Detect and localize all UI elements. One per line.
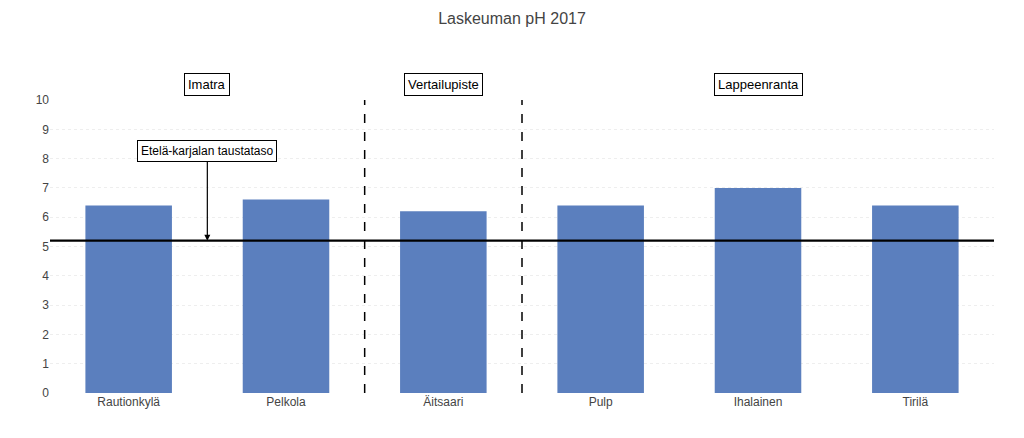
svg-text:Laskeuman pH 2017: Laskeuman pH 2017	[438, 10, 586, 27]
svg-text:Pulp: Pulp	[589, 395, 613, 409]
svg-text:Pelkola: Pelkola	[266, 395, 306, 409]
svg-text:Imatra: Imatra	[188, 77, 226, 92]
svg-text:1: 1	[42, 357, 49, 371]
svg-text:Rautionkylä: Rautionkylä	[97, 395, 160, 409]
svg-text:0: 0	[42, 386, 49, 400]
svg-text:Äitsaari: Äitsaari	[423, 395, 463, 409]
svg-text:2: 2	[42, 328, 49, 342]
svg-text:Ihalainen: Ihalainen	[734, 395, 783, 409]
svg-text:Lappeenranta: Lappeenranta	[718, 77, 799, 92]
svg-text:5: 5	[42, 240, 49, 254]
svg-text:8: 8	[42, 152, 49, 166]
svg-text:Etelä-karjalan taustataso: Etelä-karjalan taustataso	[141, 144, 273, 158]
svg-text:Tirilä: Tirilä	[903, 395, 929, 409]
svg-text:10: 10	[36, 93, 50, 107]
svg-text:Vertailupiste: Vertailupiste	[408, 77, 479, 92]
svg-text:7: 7	[42, 181, 49, 195]
svg-text:3: 3	[42, 298, 49, 312]
svg-text:9: 9	[42, 123, 49, 137]
svg-text:6: 6	[42, 210, 49, 224]
svg-text:4: 4	[42, 269, 49, 283]
